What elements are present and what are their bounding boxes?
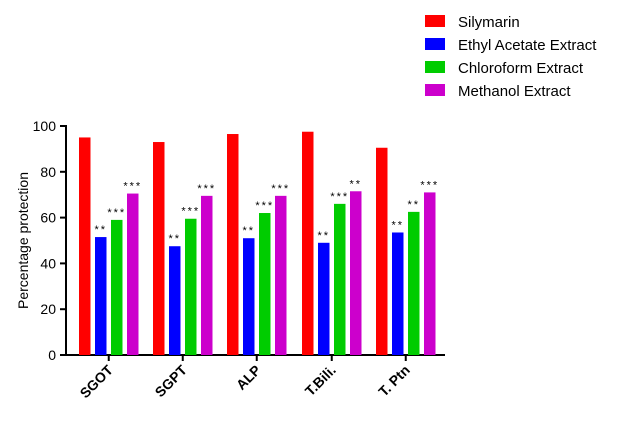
bar-ethyl-acetate-extract-2 <box>243 238 255 355</box>
significance-label: *** <box>420 179 439 191</box>
bar-methanol-extract-0 <box>127 193 139 355</box>
bar-ethyl-acetate-extract-3 <box>318 242 330 355</box>
x-tick-label: T. Ptn <box>375 362 413 400</box>
x-tick-label: ALP <box>233 362 264 393</box>
x-tick-label: SGPT <box>152 361 191 400</box>
bar-methanol-extract-1 <box>201 195 213 355</box>
significance-label: *** <box>197 183 216 195</box>
significance-label: ** <box>391 219 404 231</box>
significance-label: *** <box>107 207 126 219</box>
legend-swatch <box>425 61 445 73</box>
bar-chloroform-extract-0 <box>111 219 123 355</box>
y-tick-label: 40 <box>40 255 56 271</box>
legend-swatch <box>425 84 445 96</box>
bar-ethyl-acetate-extract-1 <box>169 246 181 355</box>
bar-silymarin-1 <box>153 142 165 355</box>
bars <box>79 131 436 355</box>
legend-label: Chloroform Extract <box>458 60 584 77</box>
legend-swatch <box>425 38 445 50</box>
y-tick-label: 80 <box>40 164 56 180</box>
bar-silymarin-4 <box>376 147 388 355</box>
significance-labels: ************************************** <box>94 178 439 245</box>
bar-chloroform-extract-2 <box>259 213 271 355</box>
bar-chloroform-extract-3 <box>334 203 346 355</box>
y-tick-label: 0 <box>48 347 56 363</box>
significance-label: ** <box>349 178 362 190</box>
y-axis-title: Percentage protection <box>15 172 31 309</box>
significance-label: *** <box>123 181 142 193</box>
y-tick-label: 20 <box>40 301 56 317</box>
bar-methanol-extract-4 <box>424 192 436 355</box>
x-ticks: SGOT SGPT ALP T.Bili. T. Ptn <box>77 355 413 401</box>
legend: Silymarin Ethyl Acetate Extract Chloroform… <box>425 14 597 100</box>
significance-label: *** <box>271 183 290 195</box>
legend-swatch <box>425 15 445 27</box>
significance-label: ** <box>94 224 107 236</box>
x-tick-label: T.Bili. <box>302 362 339 399</box>
significance-label: *** <box>255 200 274 212</box>
legend-label: Ethyl Acetate Extract <box>458 37 597 54</box>
bar-methanol-extract-3 <box>350 191 362 355</box>
bar-ethyl-acetate-extract-4 <box>392 232 404 355</box>
y-tick-label: 100 <box>33 118 57 134</box>
y-tick-label: 60 <box>40 210 56 226</box>
y-ticks: 0 20 40 60 80 100 <box>33 118 66 363</box>
bar-chloroform-extract-1 <box>185 218 197 355</box>
bar-silymarin-2 <box>227 134 239 355</box>
significance-label: ** <box>317 230 330 242</box>
bar-silymarin-0 <box>79 137 91 355</box>
significance-label: *** <box>330 191 349 203</box>
legend-label: Silymarin <box>458 14 520 31</box>
bar-silymarin-3 <box>302 131 314 355</box>
legend-label: Methanol Extract <box>458 83 571 100</box>
bar-chloroform-extract-4 <box>408 211 420 355</box>
significance-label: ** <box>168 233 181 245</box>
significance-label: ** <box>242 225 255 237</box>
significance-label: *** <box>181 206 200 218</box>
x-tick-label: SGOT <box>77 361 117 401</box>
bar-ethyl-acetate-extract-0 <box>95 237 107 355</box>
bar-methanol-extract-2 <box>275 195 287 355</box>
significance-label: ** <box>407 199 420 211</box>
